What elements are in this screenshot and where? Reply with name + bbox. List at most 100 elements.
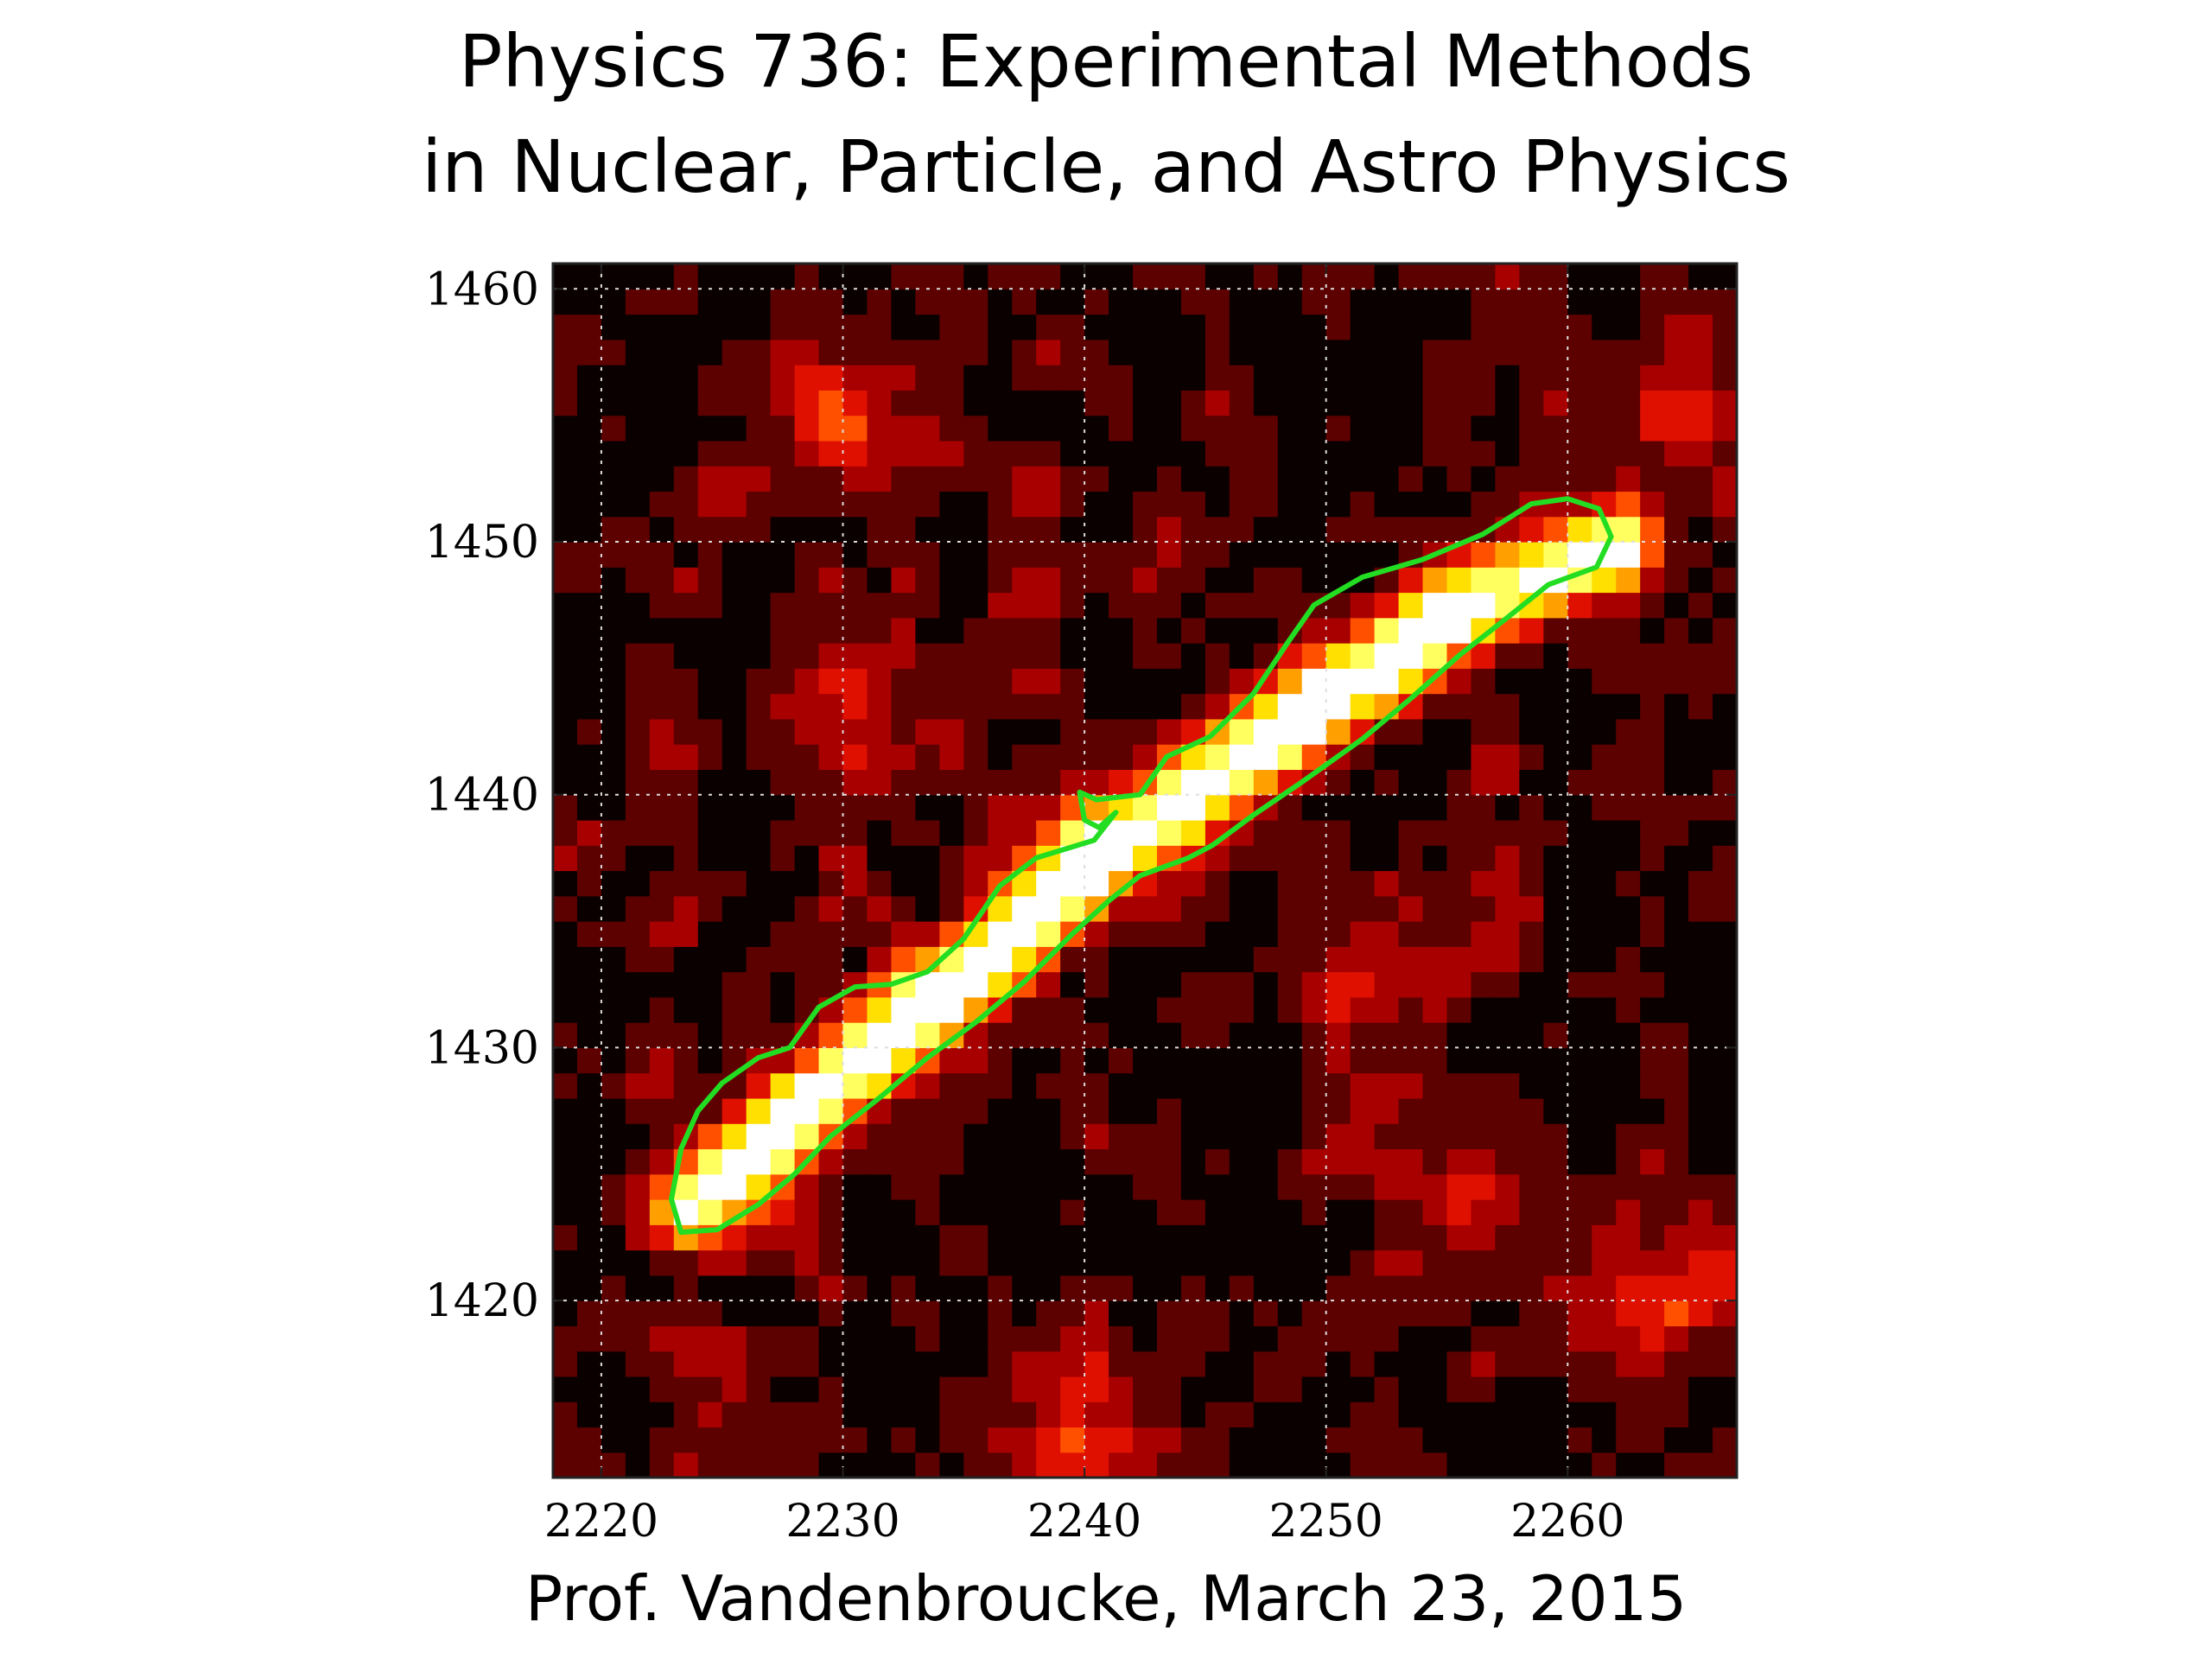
heatmap-cell [1616,1047,1641,1074]
heatmap-cell [576,1072,602,1099]
heatmap-cell [1519,1173,1544,1200]
heatmap-cell [1109,339,1134,365]
heatmap-cell [576,1224,602,1251]
heatmap-cell [1664,567,1689,594]
heatmap-cell [915,390,940,416]
heatmap-cell [1084,946,1109,973]
heatmap-cell [1060,365,1085,391]
heatmap-cell [1012,1452,1037,1478]
heatmap-cell [721,921,747,947]
heatmap-cell [1688,1148,1713,1175]
heatmap-cell [1567,895,1592,922]
heatmap-cell [553,1022,578,1048]
heatmap-cell [963,769,988,796]
heatmap-cell [1664,996,1689,1023]
heatmap-cell [1495,1173,1520,1200]
heatmap-cell [915,1224,940,1251]
heatmap-cell [1325,1097,1351,1124]
heatmap-cell [1446,339,1472,365]
heatmap-cell [1543,870,1568,897]
heatmap-cell [1229,946,1255,973]
heatmap-cell [1109,1022,1134,1048]
heatmap-cell [1325,390,1351,416]
heatmap-cell [1543,845,1568,872]
heatmap-cell [746,617,772,644]
heatmap-cell [842,870,868,897]
heatmap-cell [770,946,796,973]
heatmap-cell [553,1249,578,1276]
heatmap-cell [625,769,651,796]
heatmap-cell [1012,1199,1037,1225]
heatmap-cell [818,1022,844,1048]
heatmap-cell [939,264,964,289]
heatmap-cell [1567,390,1592,416]
heatmap-cell [1640,1199,1665,1225]
heatmap-cell [1133,1022,1158,1048]
heatmap-cell [1495,744,1520,771]
heatmap-cell [1350,1274,1376,1301]
heatmap-cell [1253,1047,1279,1074]
heatmap-cell [939,643,964,669]
heatmap-cell [770,794,796,821]
heatmap-cell [939,1274,964,1301]
heatmap-cell [1471,1376,1497,1402]
heatmap-cell [818,390,844,416]
heatmap-cell [988,541,1013,568]
heatmap-cell [1350,440,1376,467]
heatmap-cell [891,1249,916,1276]
heatmap-cell [1229,1402,1255,1428]
heatmap-cell [1229,1300,1255,1326]
heatmap-cell [673,314,699,340]
heatmap-cell [1325,1199,1351,1225]
heatmap-cell [1060,314,1085,340]
heatmap-cell [1133,718,1158,745]
heatmap-cell [649,1452,675,1478]
heatmap-cell [770,693,796,720]
heatmap-cell [818,819,844,846]
x-tick-label: 2230 [785,1496,899,1548]
heatmap-cell [1616,1148,1641,1175]
heatmap-cell [1543,1402,1568,1428]
heatmap-cell [1640,693,1665,720]
heatmap-cell [891,314,916,340]
heatmap-cell [1374,289,1400,315]
heatmap-cell [1253,744,1279,771]
heatmap-cell [1109,592,1134,619]
heatmap-cell [867,1123,893,1150]
heatmap-cell [1446,1300,1472,1326]
heatmap-cell [721,744,747,771]
heatmap-cell [963,415,988,442]
y-tick-label: 1440 [425,770,539,822]
heatmap-cell [1446,946,1472,973]
heatmap-cell [1543,516,1568,543]
heatmap-cell [1616,1274,1641,1301]
heatmap-cell [553,617,578,644]
heatmap-cell [1180,819,1206,846]
heatmap-cell [601,365,626,391]
heatmap-cell [601,466,626,493]
heatmap-cell [963,1047,988,1074]
heatmap-cell [1301,314,1327,340]
heatmap-cell [1616,1376,1641,1402]
heatmap-cell [1301,1224,1327,1251]
heatmap-cell [1422,870,1448,897]
heatmap-cell [1325,1173,1351,1200]
heatmap-cell [1012,693,1037,720]
heatmap-cell [1543,769,1568,796]
heatmap-cell [891,1452,916,1478]
heatmap-cell [576,1123,602,1150]
heatmap-cell [1398,617,1424,644]
heatmap-cell [1543,1173,1568,1200]
heatmap-cell [649,617,675,644]
heatmap-cell [867,1427,893,1453]
heatmap-cell [1640,845,1665,872]
heatmap-cell [770,1351,796,1377]
heatmap-cell [1664,1199,1689,1225]
heatmap-cell [649,1300,675,1326]
heatmap-cell [963,1376,988,1402]
heatmap-cell [1471,415,1497,442]
heatmap-cell [867,491,893,518]
heatmap-cell [1422,466,1448,493]
heatmap-cell [1109,1274,1134,1301]
heatmap-cell [915,415,940,442]
